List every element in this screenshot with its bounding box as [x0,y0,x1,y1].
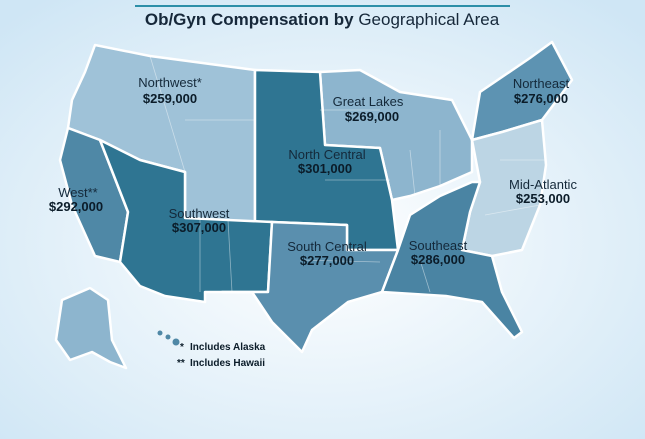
region-value: $307,000 [172,220,226,235]
region-value: $259,000 [143,91,197,106]
region-name: North Central [288,147,365,162]
alaska [54,286,128,370]
state-lines [149,55,545,293]
region-name: Great Lakes [333,94,404,109]
region-name: Southeast [409,238,468,253]
hawaii [157,330,180,346]
title: Ob/Gyn Compensation by Geographical Area [145,10,500,29]
footnote-text: Includes Hawaii [190,358,265,369]
regions [54,40,574,370]
region-name: Southwest [169,206,230,221]
region-name: West** [58,185,98,200]
region-name: Northwest* [138,75,202,90]
region-value: $292,000 [49,199,103,214]
region-value: $276,000 [514,91,568,106]
title-regular: Geographical Area [358,10,499,29]
region-name: Northeast [513,76,570,91]
title-bold: Ob/Gyn Compensation by [145,10,354,29]
footnote-text: Includes Alaska [190,342,266,353]
region-value: $286,000 [411,252,465,267]
region-value: $269,000 [345,109,399,124]
region-southeast [380,180,524,340]
region-name: South Central [287,239,367,254]
region-name: Mid-Atlantic [509,177,577,192]
footnote-marker: * [180,342,184,353]
region-south-central [220,220,400,354]
footnote-marker: ** [177,358,185,369]
region-value: $253,000 [516,191,570,206]
region-value: $301,000 [298,161,352,176]
region-value: $277,000 [300,253,354,268]
footnotes: * Includes Alaska ** Includes Hawaii [177,342,266,369]
labels: Northwest* $259,000 Great Lakes $269,000… [49,75,578,268]
region-southwest [98,138,274,304]
